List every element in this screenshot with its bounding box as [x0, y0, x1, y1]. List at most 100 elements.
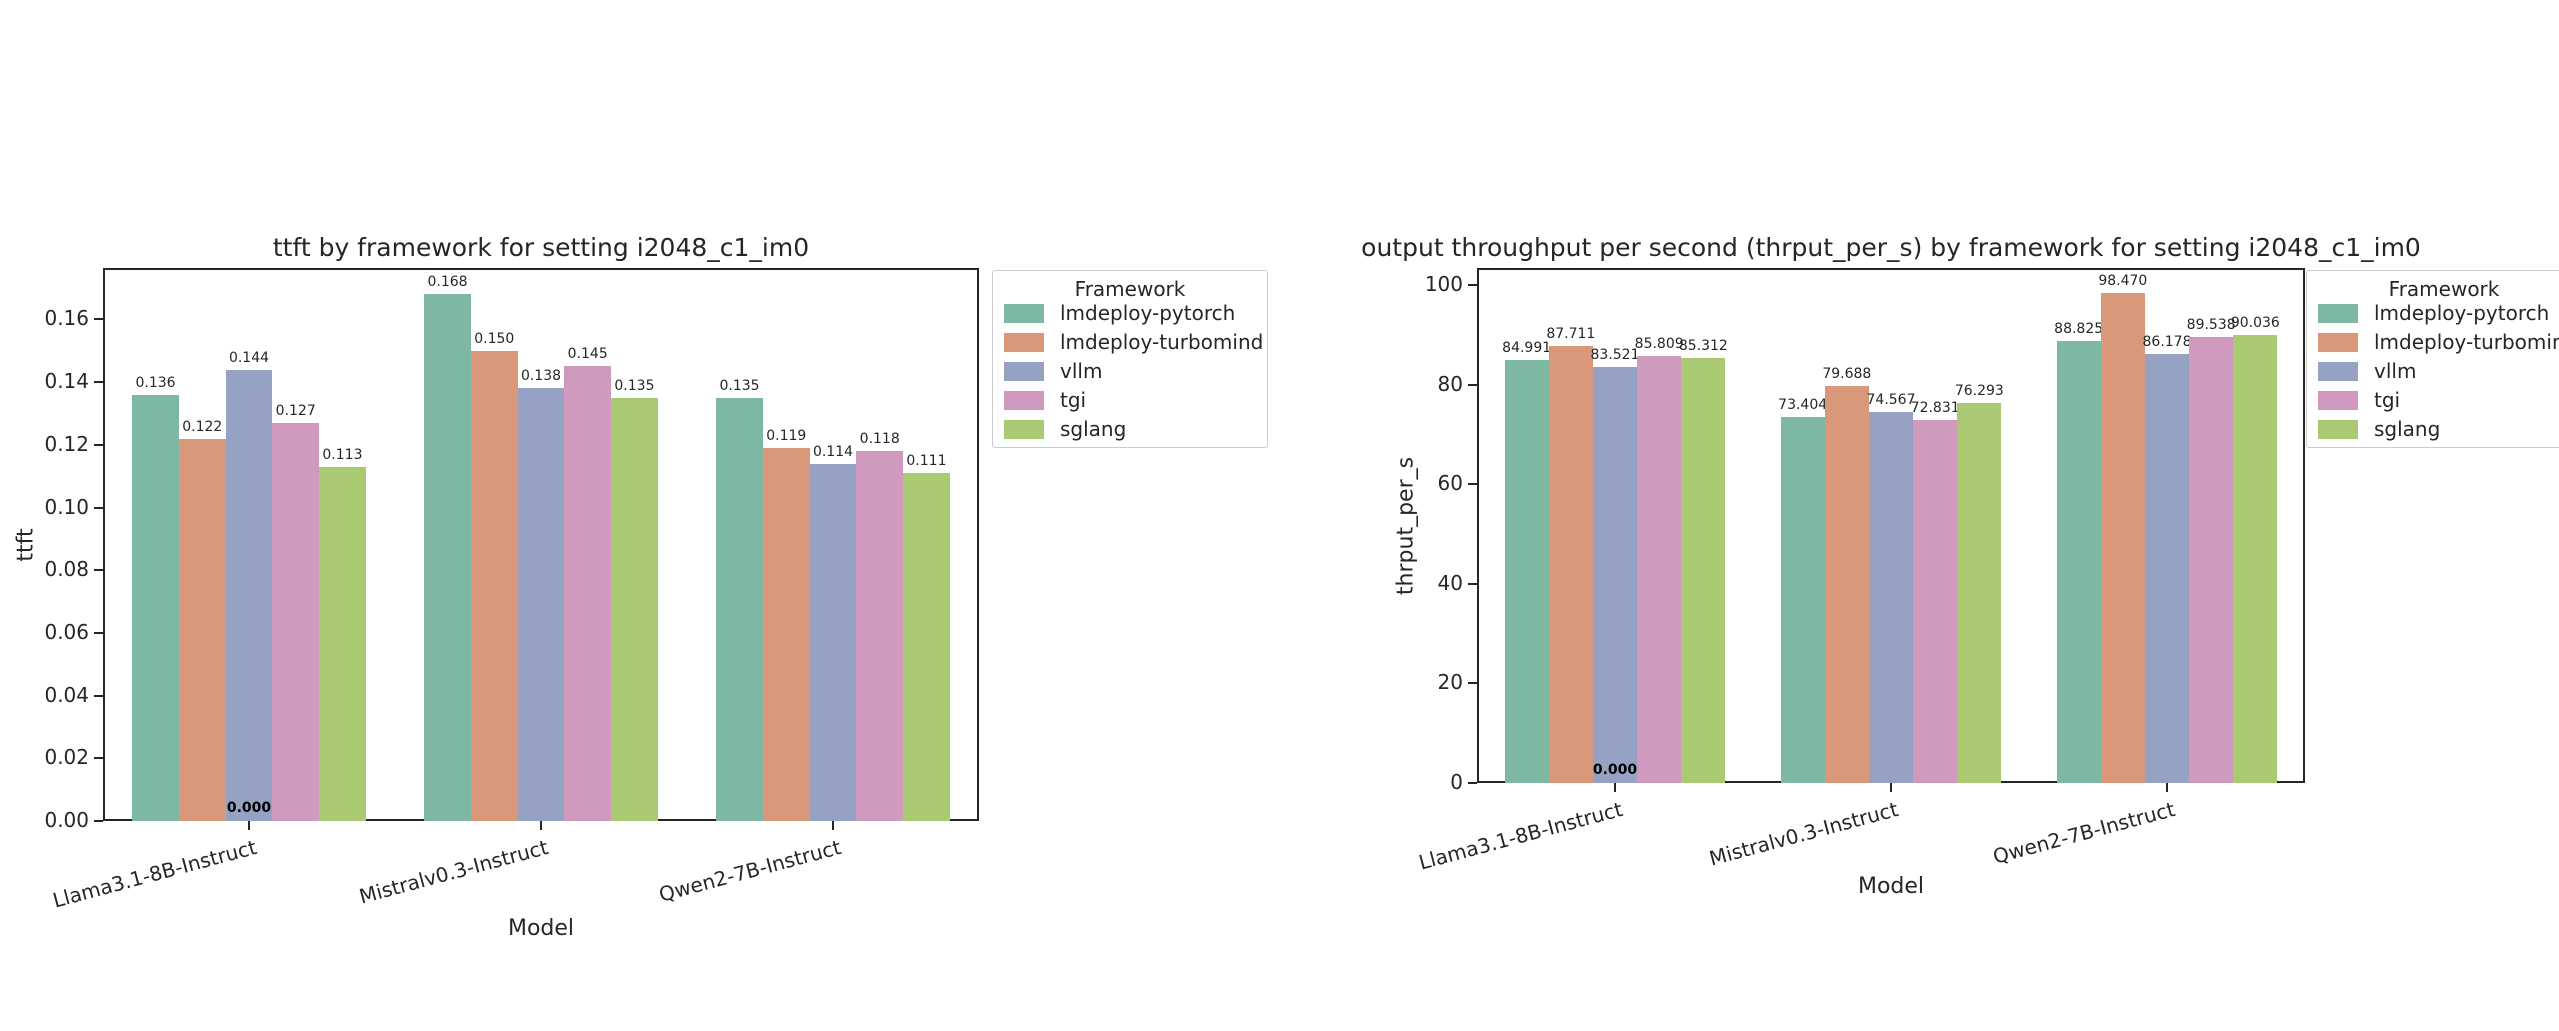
x-tick-label: Llama3.1-8B-Instruct: [1416, 797, 1626, 875]
bar-value-label: 0.118: [859, 431, 900, 448]
legend-label-vllm: vllm: [2374, 359, 2417, 383]
bar-value-label: 79.688: [1822, 366, 1872, 383]
y-tick-mark: [94, 631, 103, 634]
bar-value-label: 0.119: [766, 427, 807, 444]
y-tick-mark: [94, 318, 103, 321]
bar-lmdeploy-turbomind: [2100, 292, 2145, 783]
legend-swatch-tgi: [1004, 391, 1044, 410]
bar-lmdeploy-pytorch: [2056, 340, 2101, 783]
bar-value-label: 85.809: [1634, 335, 1684, 352]
framework-legend: [2306, 270, 2559, 448]
zero-value-label: 0.000: [1592, 762, 1638, 778]
bar-sglang: [611, 397, 658, 821]
x-tick-label: Qwen2-7B-Instruct: [1990, 797, 2178, 869]
bar-value-label: 85.312: [1678, 338, 1728, 355]
y-tick-label: 0.12: [44, 431, 89, 456]
bar-value-label: 0.135: [614, 377, 655, 394]
legend-label-lmdeploy-pytorch: lmdeploy-pytorch: [2374, 301, 2550, 325]
bar-value-label: 0.122: [182, 418, 223, 435]
legend-label-sglang: sglang: [2374, 417, 2441, 441]
y-tick-mark: [94, 694, 103, 697]
legend-swatch-vllm: [2318, 362, 2358, 381]
y-tick-mark: [1468, 682, 1477, 685]
bar-value-label: 89.538: [2186, 317, 2236, 334]
bar-value-label: 88.825: [2054, 320, 2104, 337]
x-tick-mark: [832, 821, 834, 830]
y-tick-mark: [1468, 483, 1477, 486]
y-tick-label: 0.06: [44, 619, 89, 644]
bar-value-label: 0.127: [275, 402, 316, 419]
bar-value-label: 0.114: [812, 443, 854, 460]
y-tick-label: 60: [1437, 471, 1463, 496]
bar-lmdeploy-turbomind: [1824, 386, 1869, 783]
legend-label-tgi: tgi: [1060, 388, 1087, 412]
legend-swatch-vllm: [1004, 362, 1044, 381]
framework-legend: [992, 270, 1268, 448]
bar-lmdeploy-pytorch: [716, 397, 763, 821]
legend-label-lmdeploy-pytorch: lmdeploy-pytorch: [1060, 301, 1236, 325]
y-tick-mark: [94, 381, 103, 384]
y-tick-label: 0.02: [44, 745, 89, 770]
y-tick-mark: [94, 443, 103, 446]
x-tick-mark: [1890, 783, 1892, 792]
bar-vllm: [517, 388, 565, 821]
bar-value-label: 0.136: [135, 374, 176, 391]
y-tick-label: 0.00: [44, 808, 89, 832]
legend-label-lmdeploy-turbomind: lmdeploy-turbomind: [1060, 330, 1264, 354]
bar-value-label: 0.145: [567, 346, 608, 363]
legend-swatch-lmdeploy-pytorch: [1004, 304, 1044, 323]
bar-value-label: 87.711: [1546, 326, 1596, 343]
bar-value-label: 73.404: [1778, 397, 1828, 414]
y-tick-mark: [1468, 283, 1477, 286]
zero-value-label: 0.000: [226, 800, 272, 816]
x-axis-title: Model: [1857, 874, 1925, 899]
legend-swatch-lmdeploy-turbomind: [1004, 333, 1044, 352]
bar-sglang: [1681, 358, 1726, 783]
bar-value-label: 72.831: [1910, 400, 1960, 417]
y-tick-label: 0.10: [44, 494, 89, 519]
x-tick-mark: [248, 821, 250, 830]
bar-lmdeploy-pytorch: [1780, 417, 1825, 783]
y-tick-mark: [94, 569, 103, 572]
bar-lmdeploy-turbomind: [1548, 346, 1593, 783]
bar-tgi: [856, 451, 904, 821]
y-tick-label: 0.08: [44, 557, 89, 582]
y-tick-label: 20: [1437, 670, 1463, 695]
x-tick-mark: [540, 821, 542, 830]
legend-swatch-sglang: [1004, 420, 1044, 439]
bar-tgi: [2189, 337, 2234, 783]
y-tick-label: 0.04: [44, 682, 89, 707]
bar-vllm: [1592, 367, 1638, 783]
x-axis-title: Model: [507, 916, 575, 941]
legend-title: Framework: [2388, 277, 2500, 301]
bar-value-label: 84.991: [1502, 339, 1552, 356]
bar-sglang: [2233, 334, 2278, 783]
bar-lmdeploy-turbomind: [178, 438, 226, 821]
bar-lmdeploy-pytorch: [1504, 359, 1549, 783]
bar-value-label: 0.135: [719, 377, 760, 394]
legend-label-lmdeploy-turbomind: lmdeploy-turbomind: [2374, 330, 2559, 354]
bar-sglang: [1957, 403, 2002, 783]
bar-sglang: [319, 466, 366, 821]
chart-title: output throughput per second (thrput_per…: [1361, 233, 2421, 262]
bar-lmdeploy-pytorch: [424, 294, 471, 821]
legend-title: Framework: [1074, 277, 1186, 301]
bar-value-label: 86.178: [2142, 333, 2192, 350]
bar-vllm: [1868, 411, 1914, 783]
legend-swatch-tgi: [2318, 391, 2358, 410]
y-tick-label: 0.14: [44, 369, 89, 394]
bar-value-label: 0.113: [322, 446, 363, 463]
y-tick-mark: [94, 506, 103, 509]
y-tick-mark: [94, 757, 103, 760]
bar-value-label: 0.168: [427, 274, 468, 291]
x-tick-label: Llama3.1-8B-Instruct: [50, 835, 260, 913]
bar-sglang: [903, 473, 950, 821]
bar-tgi: [564, 366, 612, 821]
y-tick-mark: [94, 820, 103, 822]
bar-vllm: [2144, 353, 2190, 783]
bar-value-label: 90.036: [2230, 314, 2280, 331]
x-tick-label: Mistralv0.3-Instruct: [357, 835, 552, 909]
